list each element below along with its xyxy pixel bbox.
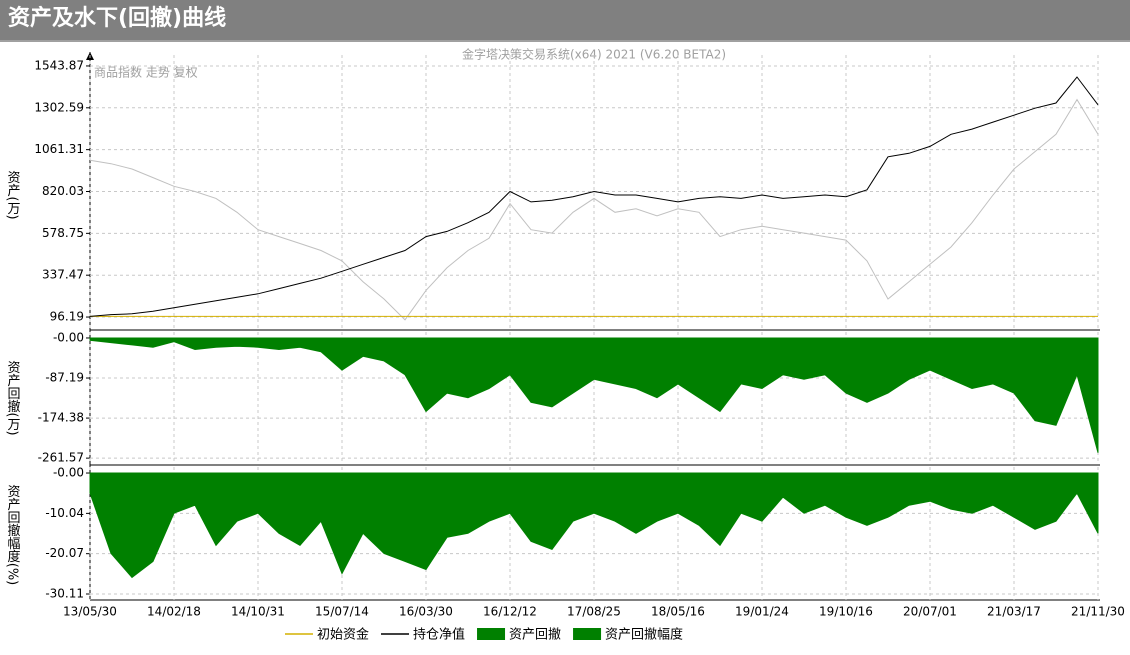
x-tick-label: 13/05/30 bbox=[63, 605, 117, 619]
x-tick-label: 19/01/24 bbox=[735, 605, 789, 619]
y-tick-label: -20.07 bbox=[45, 546, 84, 560]
y-tick-label: 820.03 bbox=[42, 184, 84, 198]
y-axis-title: 资产回撤(万) bbox=[5, 360, 21, 435]
y-tick-label: -0.00 bbox=[53, 330, 84, 344]
legend-label: 初始资金 bbox=[317, 627, 369, 643]
y-tick-label: -174.38 bbox=[38, 411, 84, 425]
x-tick-label: 15/07/14 bbox=[315, 605, 369, 619]
area-series bbox=[89, 472, 1099, 579]
line-series bbox=[89, 76, 1099, 317]
y-tick-label: 96.19 bbox=[50, 310, 84, 324]
x-tick-label: 14/02/18 bbox=[147, 605, 201, 619]
y-tick-label: -30.11 bbox=[45, 587, 84, 601]
y-tick-label: 337.47 bbox=[42, 268, 84, 282]
x-tick-label: 21/03/17 bbox=[987, 605, 1041, 619]
y-tick-label: -10.04 bbox=[45, 506, 84, 520]
y-tick-label: 578.75 bbox=[42, 226, 84, 240]
y-tick-label: 1302.59 bbox=[34, 100, 84, 114]
legend-swatch bbox=[477, 628, 506, 640]
legend-label: 资产回撤 bbox=[509, 627, 561, 643]
x-tick-label: 21/11/30 bbox=[1071, 605, 1125, 619]
annotation: 商品指数 走势 复权 bbox=[94, 65, 198, 80]
y-tick-label: -261.57 bbox=[38, 451, 84, 465]
x-tick-label: 16/12/12 bbox=[483, 605, 537, 619]
legend-label: 持仓净值 bbox=[413, 627, 465, 643]
legend-swatch bbox=[573, 628, 602, 640]
y-tick-label: -87.19 bbox=[45, 371, 84, 385]
legend-label: 资产回撤幅度 bbox=[605, 627, 683, 643]
header-bar bbox=[0, 0, 1130, 40]
y-tick-label: 1543.87 bbox=[34, 58, 84, 72]
x-tick-label: 19/10/16 bbox=[819, 605, 873, 619]
y-tick-label: 1061.31 bbox=[34, 142, 84, 156]
x-tick-label: 17/08/25 bbox=[567, 605, 621, 619]
x-tick-label: 20/07/01 bbox=[903, 605, 957, 619]
y-axis-title: 资产(万) bbox=[5, 170, 21, 219]
x-tick-label: 18/05/16 bbox=[651, 605, 705, 619]
x-tick-label: 14/10/31 bbox=[231, 605, 285, 619]
x-tick-label: 16/03/30 bbox=[399, 605, 453, 619]
area-series bbox=[89, 337, 1099, 453]
y-axis-title: 资产回撤幅度(%) bbox=[5, 485, 21, 586]
window-title: 资产及水下(回撤)曲线 bbox=[8, 5, 226, 31]
line-series bbox=[89, 98, 1099, 321]
subtitle: 金字塔决策交易系统(x64) 2021 (V6.20 BETA2) bbox=[462, 47, 726, 62]
y-tick-label: -0.00 bbox=[53, 466, 84, 480]
